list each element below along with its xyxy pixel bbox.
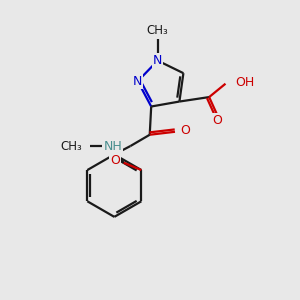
Text: O: O (110, 154, 120, 167)
Text: NH: NH (103, 140, 122, 152)
Text: CH₃: CH₃ (147, 24, 169, 38)
Text: N: N (133, 75, 142, 88)
Text: OH: OH (235, 76, 254, 89)
Text: O: O (180, 124, 190, 137)
Text: CH₃: CH₃ (60, 140, 82, 153)
Text: O: O (212, 114, 222, 128)
Text: N: N (153, 54, 162, 67)
